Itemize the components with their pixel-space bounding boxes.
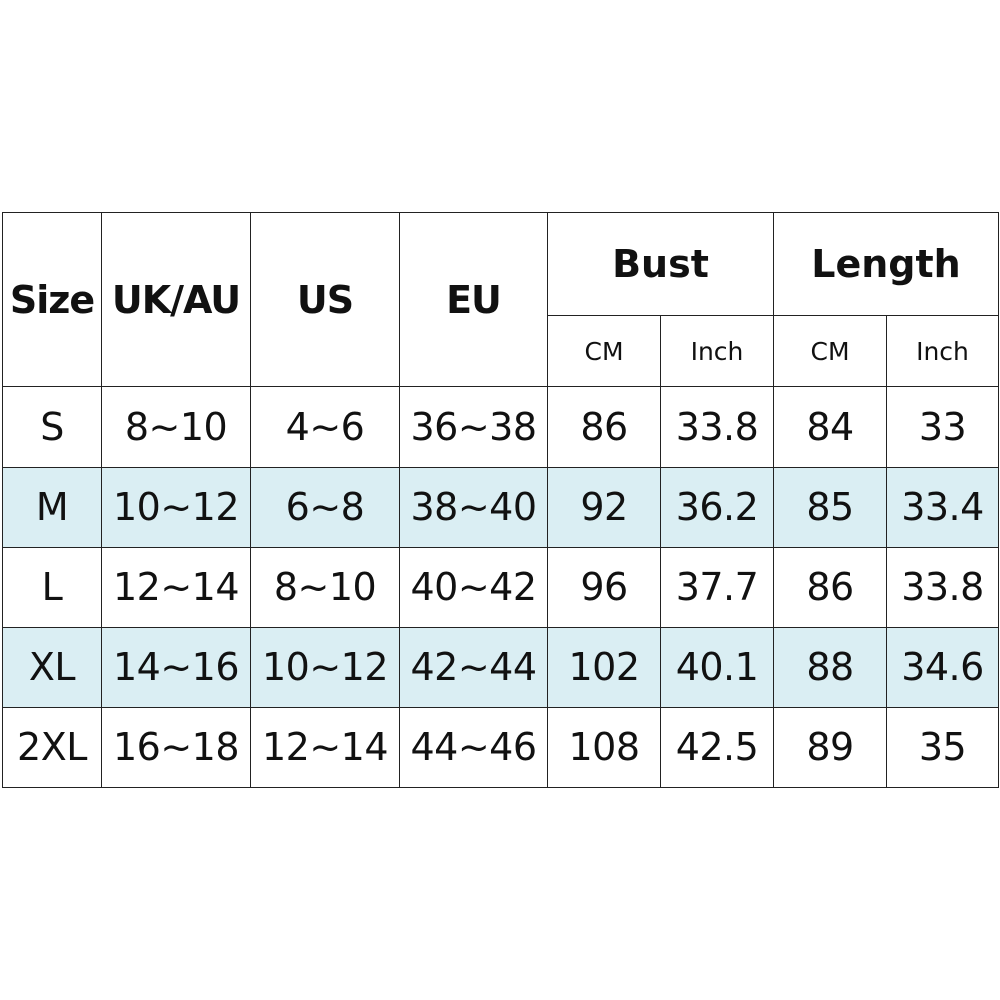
header-length: Length: [773, 211, 999, 317]
cell-length-cm: 89: [773, 706, 887, 789]
cell-eu: 38~40: [399, 466, 548, 548]
subheader-row: CM Inch CM Inch: [3, 315, 999, 388]
cell-length-inch: 35: [886, 706, 999, 789]
cell-length-cm: 85: [773, 466, 887, 548]
cell-length-inch: 33.4: [886, 466, 999, 548]
cell-uk-au: 8~10: [101, 386, 251, 468]
cell-eu: 42~44: [399, 626, 548, 708]
cell-bust-inch: 37.7: [660, 546, 774, 628]
table-row: S 8~10 4~6 36~38 86 33.8 84 33: [2, 386, 999, 468]
cell-uk-au: 10~12: [101, 466, 251, 548]
cell-uk-au: 14~16: [101, 626, 251, 708]
cell-bust-inch: 36.2: [660, 466, 774, 548]
header-length-cm: CM: [773, 315, 887, 388]
cell-eu: 40~42: [399, 546, 548, 628]
cell-size: L: [2, 546, 102, 628]
header-bust: Bust: [547, 211, 774, 317]
cell-bust-cm: 108: [547, 706, 661, 789]
cell-us: 12~14: [250, 706, 400, 789]
cell-bust-inch: 42.5: [660, 706, 774, 789]
header-size: Size: [2, 211, 102, 388]
cell-bust-cm: 92: [547, 466, 661, 548]
cell-bust-cm: 96: [547, 546, 661, 628]
cell-size: XL: [2, 626, 102, 708]
table-row: L 12~14 8~10 40~42 96 37.7 86 33.8: [2, 546, 999, 628]
cell-length-cm: 88: [773, 626, 887, 708]
header-bust-inch: Inch: [660, 315, 774, 388]
cell-us: 8~10: [250, 546, 400, 628]
cell-uk-au: 12~14: [101, 546, 251, 628]
header-us: US: [250, 211, 400, 388]
header-length-inch: Inch: [886, 315, 999, 388]
cell-us: 4~6: [250, 386, 400, 468]
cell-length-inch: 34.6: [886, 626, 999, 708]
cell-bust-cm: 102: [547, 626, 661, 708]
cell-uk-au: 16~18: [101, 706, 251, 789]
cell-size: 2XL: [2, 706, 102, 789]
cell-size: M: [2, 466, 102, 548]
cell-size: S: [2, 386, 102, 468]
cell-bust-inch: 40.1: [660, 626, 774, 708]
cell-length-cm: 86: [773, 546, 887, 628]
header-row: Size UK/AU US EU Bust Length: [2, 211, 999, 388]
header-uk-au: UK/AU: [101, 211, 251, 388]
header-eu: EU: [399, 211, 548, 388]
table-row: XL 14~16 10~12 42~44 102 40.1 88 34.6: [2, 626, 999, 708]
cell-bust-inch: 33.8: [660, 386, 774, 468]
cell-length-inch: 33: [886, 386, 999, 468]
cell-us: 6~8: [250, 466, 400, 548]
size-chart-table: Size UK/AU US EU Bust Length CM Inch CM …: [2, 211, 999, 789]
cell-length-inch: 33.8: [886, 546, 999, 628]
table-row: M 10~12 6~8 38~40 92 36.2 85 33.4: [2, 466, 999, 548]
cell-length-cm: 84: [773, 386, 887, 468]
cell-bust-cm: 86: [547, 386, 661, 468]
table-row: 2XL 16~18 12~14 44~46 108 42.5 89 35: [2, 706, 999, 789]
header-bust-cm: CM: [547, 315, 661, 388]
cell-eu: 44~46: [399, 706, 548, 789]
cell-eu: 36~38: [399, 386, 548, 468]
cell-us: 10~12: [250, 626, 400, 708]
